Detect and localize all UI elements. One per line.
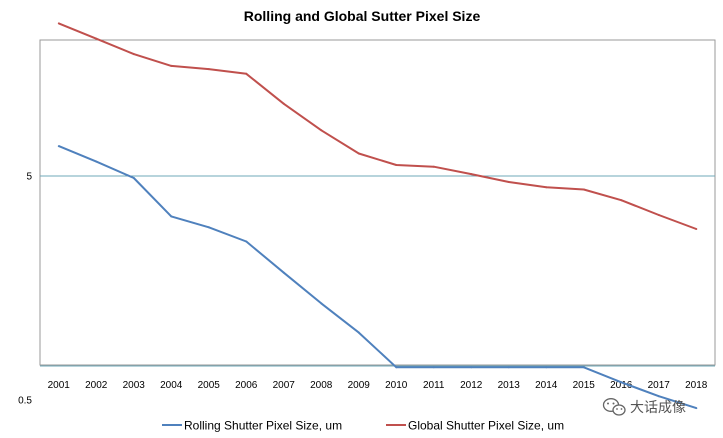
x-tick-label: 2018 xyxy=(685,380,708,391)
data-point xyxy=(170,215,173,218)
data-point xyxy=(245,72,248,75)
chart-title: Rolling and Global Sutter Pixel Size xyxy=(244,8,481,24)
data-point xyxy=(620,381,623,384)
x-axis-ticks: 2001 2002 2003 2004 2005 2006 2007 2008 2009 2010… xyxy=(48,380,708,391)
data-point xyxy=(395,164,398,166)
wechat-icon xyxy=(602,398,626,416)
x-tick-label: 2002 xyxy=(85,380,108,391)
data-point xyxy=(95,160,98,163)
data-point xyxy=(357,331,360,334)
data-point xyxy=(657,214,660,216)
data-point xyxy=(470,366,473,369)
watermark-text: 大话成像 xyxy=(630,400,686,416)
x-tick-label: 2001 xyxy=(48,380,71,391)
data-point xyxy=(320,302,323,305)
x-tick-label: 2007 xyxy=(273,380,296,391)
x-tick-label: 2008 xyxy=(310,380,333,391)
data-point xyxy=(57,145,60,148)
series-2 xyxy=(57,22,698,230)
data-point xyxy=(545,186,548,189)
data-point xyxy=(657,395,660,398)
data-point xyxy=(507,366,510,369)
x-tick-label: 2009 xyxy=(348,380,371,391)
series-lines xyxy=(57,22,698,410)
data-point xyxy=(507,181,510,183)
x-tick-label: 2016 xyxy=(610,380,633,391)
legend-label: Global Shutter Pixel Size, um xyxy=(408,419,564,433)
x-tick-label: 2010 xyxy=(385,380,408,391)
y-tick-label: 5 xyxy=(26,172,32,183)
data-point xyxy=(320,129,323,132)
x-tick-label: 2017 xyxy=(648,380,671,391)
y-tick-label: 0.5 xyxy=(18,396,32,407)
data-point xyxy=(207,226,210,229)
watermark: 大话成像 xyxy=(602,398,686,416)
data-point xyxy=(282,102,285,105)
data-point xyxy=(245,240,248,243)
plot-area xyxy=(39,39,716,366)
data-point xyxy=(170,64,173,67)
data-point xyxy=(432,366,435,369)
x-tick-label: 2013 xyxy=(498,380,521,391)
data-point xyxy=(395,366,398,369)
data-point xyxy=(207,68,210,71)
x-tick-label: 2014 xyxy=(535,380,558,391)
data-point xyxy=(95,37,98,40)
x-tick-label: 2011 xyxy=(423,380,445,391)
series-1 xyxy=(57,145,698,410)
series-line xyxy=(58,22,697,230)
data-point xyxy=(695,407,698,410)
data-point xyxy=(470,173,473,176)
x-tick-label: 2015 xyxy=(573,380,596,391)
x-tick-label: 2003 xyxy=(123,380,146,391)
x-tick-label: 2006 xyxy=(235,380,258,391)
data-point xyxy=(432,165,435,168)
data-point xyxy=(582,188,585,191)
x-tick-label: 2004 xyxy=(160,380,183,391)
legend-label: Rolling Shutter Pixel Size, um xyxy=(184,419,342,433)
data-point xyxy=(132,53,135,56)
gridlines xyxy=(40,175,715,367)
data-point xyxy=(620,199,623,202)
data-point xyxy=(582,366,585,369)
x-tick-label: 2012 xyxy=(460,380,483,391)
x-tick-label: 2005 xyxy=(198,380,221,391)
data-point xyxy=(57,22,60,25)
data-point xyxy=(282,271,285,274)
legend: Rolling Shutter Pixel Size, um Global Shu… xyxy=(162,419,564,433)
series-line xyxy=(58,145,697,410)
y-axis-ticks: 0.55 xyxy=(18,172,32,407)
data-point xyxy=(132,177,135,179)
data-point xyxy=(695,228,698,230)
data-point xyxy=(357,152,360,155)
data-point xyxy=(545,366,548,369)
